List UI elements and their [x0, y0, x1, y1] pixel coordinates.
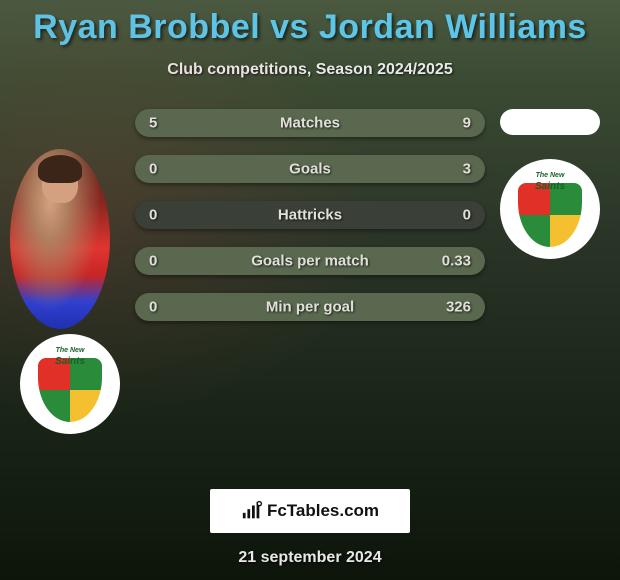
stat-value-left: 0 — [149, 161, 157, 178]
stat-value-right: 0.33 — [442, 253, 471, 270]
stat-value-left: 0 — [149, 253, 157, 270]
stat-label: Matches — [280, 115, 340, 132]
stat-value-left: 5 — [149, 115, 157, 132]
logo-text: FcTables.com — [267, 501, 379, 521]
stat-value-right: 0 — [463, 207, 471, 224]
player-right-crest: The New Saints — [500, 159, 600, 259]
stat-value-left: 0 — [149, 207, 157, 224]
stat-label: Goals — [289, 161, 331, 178]
saints-crest-icon: The New Saints — [512, 171, 588, 247]
player-right-photo — [500, 109, 600, 135]
crest-banner-main: Saints — [55, 356, 85, 367]
stat-label: Goals per match — [251, 253, 369, 270]
stat-row: 0 Goals 3 — [135, 155, 485, 183]
player-left-photo — [10, 149, 110, 329]
comparison-panel: The New Saints The New Saints 5 Matches 9 0… — [0, 109, 620, 449]
player-left-crest: The New Saints — [20, 334, 120, 434]
stat-value-left: 0 — [149, 299, 157, 316]
stat-value-right: 3 — [463, 161, 471, 178]
saints-crest-icon: The New Saints — [32, 346, 108, 422]
stat-row: 0 Goals per match 0.33 — [135, 247, 485, 275]
stat-row: 5 Matches 9 — [135, 109, 485, 137]
stat-value-right: 326 — [446, 299, 471, 316]
crest-banner-top: The New — [52, 346, 89, 355]
chart-icon — [241, 500, 263, 522]
crest-banner-top: The New — [532, 171, 569, 180]
subtitle: Club competitions, Season 2024/2025 — [0, 61, 620, 79]
crest-banner-main: Saints — [535, 181, 565, 192]
stat-row: 0 Min per goal 326 — [135, 293, 485, 321]
stats-list: 5 Matches 9 0 Goals 3 0 Hattricks 0 0 Goals per ma… — [135, 109, 485, 339]
stat-label: Hattricks — [278, 207, 342, 224]
stat-label: Min per goal — [266, 299, 354, 316]
page-title: Ryan Brobbel vs Jordan Williams — [0, 0, 620, 47]
stat-value-right: 9 — [463, 115, 471, 132]
fctables-logo[interactable]: FcTables.com — [210, 489, 410, 533]
date-label: 21 september 2024 — [0, 549, 620, 567]
stat-row: 0 Hattricks 0 — [135, 201, 485, 229]
